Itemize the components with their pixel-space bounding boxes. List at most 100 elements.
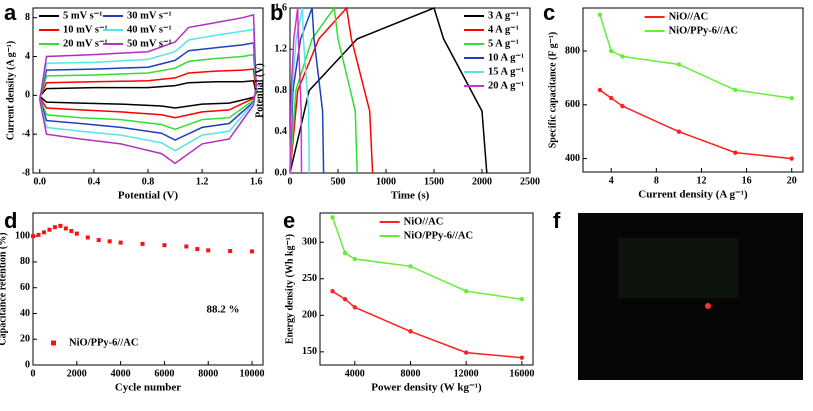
y-tick-label: -8 [22,167,30,178]
series-line [39,13,257,165]
x-tick-label: 0 [31,368,36,379]
data-marker [789,95,794,101]
x-tick-label: 1000 [376,176,396,187]
x-tick-label: 0.8 [142,176,155,187]
data-point [107,239,112,244]
data-point [47,227,52,232]
legend-swatch [51,340,56,346]
y-axis-label: Specific capacitance (F g⁻¹) [547,32,558,148]
data-point [31,234,35,239]
panel-label: b [270,0,283,25]
data-point [140,241,145,246]
data-point [85,235,90,240]
series-line [289,7,325,174]
legend-label: 5 A g⁻¹ [488,38,519,49]
legend-label: NiO/PPy-6//AC [404,230,473,241]
legend-label: NiO//AC [669,11,709,22]
x-tick-label: 0.0 [34,176,47,187]
x-tick-label: 2000 [67,368,87,379]
data-point [36,232,41,237]
series-line [289,7,488,174]
data-marker [519,297,525,302]
y-tick-label: 40 [20,308,30,319]
y-tick-label: 100 [15,230,30,241]
legend-label: 10 mV s⁻¹ [63,24,108,35]
data-marker [408,264,413,269]
x-tick-label: 6000 [154,368,174,379]
x-axis-label: Current density (A g⁻¹) [638,189,748,201]
data-marker [676,62,682,67]
y-axis-label: Current density (A g⁻¹) [5,41,16,140]
legend-label: 50 mV s⁻¹ [127,38,172,49]
data-marker [609,95,614,101]
x-tick-label: 12000 [454,368,479,379]
y-tick-label: 150 [302,346,317,357]
data-point [69,229,74,234]
legend-label: 15 A g⁻¹ [488,66,524,77]
data-marker [733,87,738,93]
x-tick-label: 1.2 [196,176,209,187]
x-tick-label: 4 [609,175,614,186]
y-tick-label: 8 [25,12,30,23]
x-tick-label: 0 [288,176,293,187]
x-tick-label: 10000 [240,368,265,379]
x-axis-label: Power density (W kg⁻¹) [371,382,482,394]
x-tick-label: 1.6 [250,176,263,187]
panel-label: e [283,208,295,233]
data-point [195,247,200,252]
x-tick-label: 8000 [400,368,420,379]
plot-frame [319,212,534,366]
legend-label: 3 A g⁻¹ [488,10,519,21]
x-tick-label: 12 [696,175,706,186]
y-tick-label: 600 [565,99,580,110]
data-marker [352,256,358,262]
y-tick-label: 200 [302,310,317,321]
x-tick-label: 4000 [345,368,365,379]
data-point [228,249,233,253]
y-tick-label: -4 [22,128,30,139]
data-marker [352,305,358,310]
x-tick-label: 2000 [472,176,492,187]
data-marker [330,288,335,294]
series-line [331,217,523,300]
x-tick-label: 16000 [509,368,534,379]
data-point [184,244,189,249]
y-tick-label: 1.2 [275,44,288,55]
y-tick-label: 0.4 [275,126,288,137]
x-tick-label: 4000 [111,368,131,379]
legend-label: 4 A g⁻¹ [488,24,519,35]
data-point [162,243,167,248]
legend-label: 20 mV s⁻¹ [63,38,108,49]
panel-label: a [4,0,17,25]
x-tick-label: 1500 [424,176,444,187]
y-tick-label: 800 [565,45,580,56]
data-point [96,238,101,243]
data-point [41,230,46,235]
panel-label: d [4,208,17,233]
y-axis-label: Potential (V) [254,63,265,118]
legend-label: NiO/PPy-6//AC [69,337,138,348]
y-tick-label: 4 [25,51,30,62]
data-point [118,240,123,245]
photo-glow [618,238,738,298]
data-marker [330,215,335,220]
y-tick-label: 0.0 [275,167,288,178]
y-axis-label: Energy density (Wh kg⁻¹) [284,234,295,344]
data-point [74,231,79,236]
data-marker [609,48,614,54]
data-marker [463,350,469,355]
panel-label: f [553,208,561,233]
legend-label: 20 A g⁻¹ [488,80,524,91]
x-tick-label: 500 [331,176,346,187]
x-tick-label: 0.4 [88,176,101,187]
series-line [39,68,257,119]
data-marker [408,329,413,334]
data-marker [463,288,469,294]
x-tick-label: 2500 [520,176,540,187]
x-axis-label: Cycle number [115,382,181,394]
y-tick-label: 0.8 [275,85,288,96]
data-marker [676,129,682,134]
series-line [39,53,257,131]
x-tick-label: 8000 [198,368,218,379]
